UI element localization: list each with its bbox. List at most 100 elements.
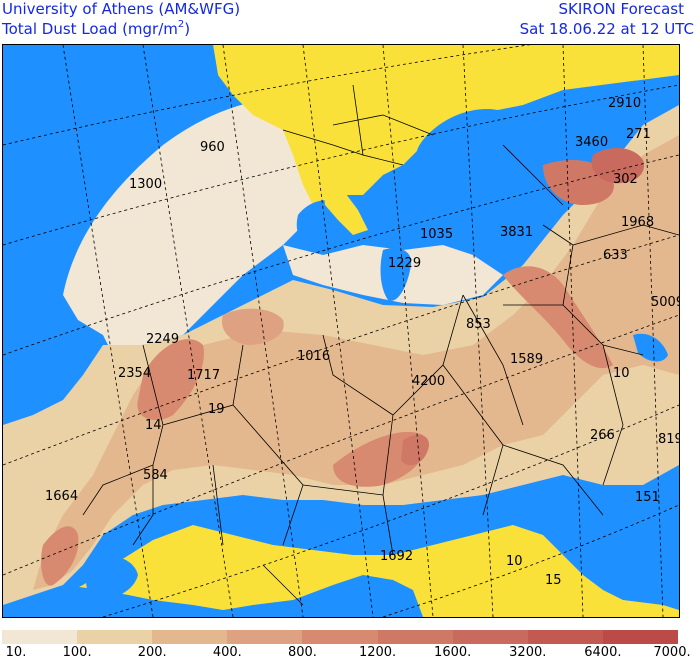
value-1229: 1229: [388, 256, 421, 271]
graticule-line: [62, 45, 154, 617]
value-960: 960: [200, 140, 225, 155]
value-1300: 1300: [129, 177, 162, 192]
dust-core-caspian: [591, 148, 644, 184]
legend-swatch: [2, 630, 78, 644]
value-1717: 1717: [187, 368, 220, 383]
graticule-line: [3, 84, 679, 246]
value-2249: 2249: [146, 332, 179, 347]
gulf-of-guinea: [3, 575, 423, 617]
graticule-line: [3, 154, 679, 356]
border-line: [502, 444, 604, 516]
legend-label: 10.: [5, 645, 27, 660]
legend-label: 1200.: [358, 645, 397, 660]
legend-swatch: [152, 630, 228, 644]
value-1016: 1016: [297, 349, 330, 364]
value-3831: 3831: [500, 225, 533, 240]
value-14: 14: [145, 418, 162, 433]
dust-core-chad: [401, 434, 429, 466]
graticule-line: [562, 45, 584, 617]
border-line: [322, 334, 394, 496]
color-legend: [2, 630, 678, 644]
legend-swatch: [452, 630, 528, 644]
value-2910: 2910: [608, 96, 641, 111]
value-10-south: 10: [506, 554, 523, 569]
value-728: 728: [609, 45, 634, 49]
value-1035: 1035: [420, 227, 453, 242]
sahel-land: [3, 525, 679, 617]
value-10-east: 10: [613, 366, 630, 381]
legend-swatch: [527, 630, 603, 644]
atlantic-dust-plume: [63, 85, 333, 355]
header-product: SKIRON Forecast: [558, 0, 684, 18]
value-302: 302: [613, 172, 638, 187]
legend-label: 6400.: [584, 645, 622, 660]
atlantic-ocean-north: [3, 45, 218, 375]
legend-label: 7000.: [653, 645, 691, 660]
country-borders: [82, 84, 679, 606]
graticule-line: [102, 404, 679, 617]
border-line: [212, 464, 224, 546]
aegean-sea: [382, 190, 434, 230]
value-4200: 4200: [412, 374, 445, 389]
value-271: 271: [626, 127, 651, 142]
graticule-line: [3, 45, 531, 146]
value-584: 584: [143, 468, 168, 483]
value-1968: 1968: [621, 215, 654, 230]
legend-label: 400.: [212, 645, 242, 660]
graticule-line: [3, 234, 679, 466]
border-line: [502, 144, 564, 206]
graticule-line: [382, 504, 679, 617]
border-line: [602, 344, 624, 486]
sahara-dust-medium: [33, 135, 679, 590]
legend-label: 1600.: [434, 645, 472, 660]
value-819: 819: [658, 432, 679, 447]
graticule-line: [222, 45, 304, 617]
legend-label: 200.: [137, 645, 167, 660]
value-1589: 1589: [510, 352, 543, 367]
legend-swatch: [602, 630, 678, 644]
value-15: 15: [545, 573, 562, 588]
dust-core-west-africa: [41, 526, 79, 586]
black-sea: [416, 109, 522, 170]
graticule-line: [142, 45, 234, 617]
legend-label: 800.: [287, 645, 317, 660]
value-19: 19: [208, 402, 225, 417]
border-line: [572, 224, 679, 246]
value-266: 266: [590, 428, 615, 443]
value-633: 633: [603, 248, 628, 263]
value-1664: 1664: [45, 489, 78, 504]
dust-core-tunisia: [221, 308, 284, 345]
border-line: [332, 114, 434, 136]
dust-core-levant: [503, 266, 613, 369]
border-line: [282, 129, 364, 156]
graticule: [3, 45, 679, 617]
value-853: 853: [466, 317, 491, 332]
legend-swatch: [77, 630, 153, 644]
legend-swatch: [377, 630, 453, 644]
value-3460: 3460: [575, 135, 608, 150]
gulf-of-sidra: [380, 248, 412, 301]
value-2354: 2354: [118, 366, 151, 381]
quantity-exponent: 2: [177, 19, 185, 30]
dust-core-morocco: [137, 339, 204, 420]
header-institution: University of Athens (AM&WFG): [2, 0, 241, 18]
sea-southwest-corner: [83, 556, 138, 599]
legend-swatch: [227, 630, 303, 644]
legend-swatch: [302, 630, 378, 644]
graticule-line: [642, 45, 664, 617]
graticule-line: [302, 45, 374, 617]
header-valid-time: Sat 18.06.22 at 12 UTC: [519, 20, 694, 38]
border-line: [132, 465, 154, 546]
value-1692: 1692: [380, 549, 413, 564]
legend-label: 3200.: [509, 645, 547, 660]
header-quantity: Total Dust Load (mgr/m2): [2, 19, 191, 39]
legend-label: 100.: [62, 645, 92, 660]
border-line: [503, 304, 644, 356]
border-line: [462, 294, 524, 426]
graticule-line: [3, 314, 679, 576]
quantity-close: ): [184, 20, 191, 38]
